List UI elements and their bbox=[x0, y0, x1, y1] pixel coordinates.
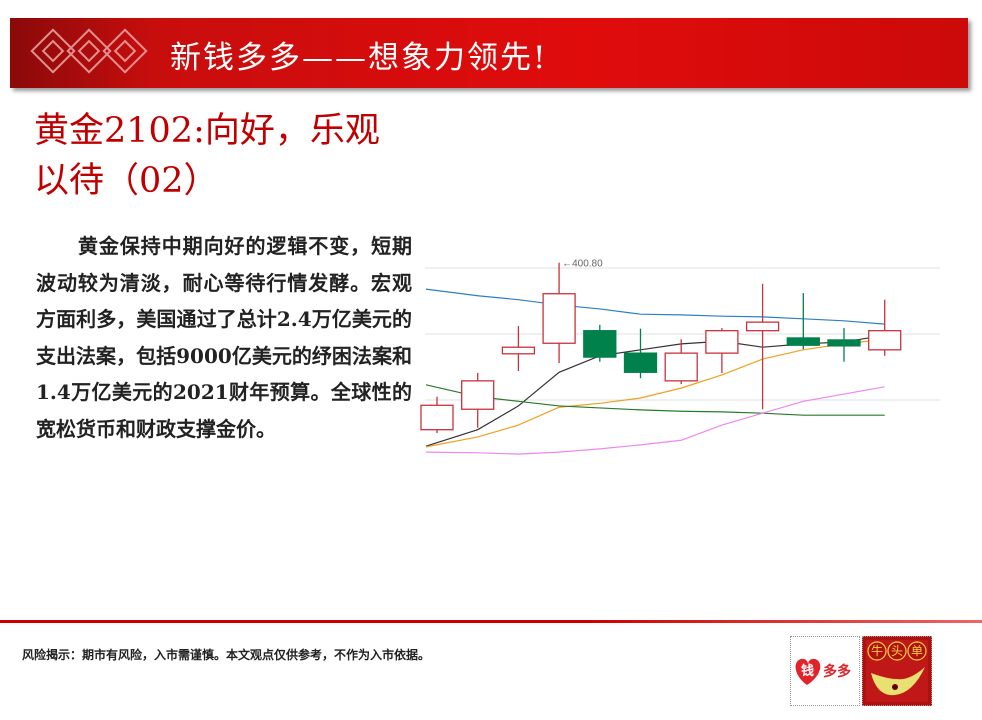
high-annotation: ←400.80 bbox=[562, 259, 603, 270]
moving-average-line bbox=[425, 384, 885, 416]
candle-body bbox=[745, 321, 780, 332]
header-title: 新钱多多——想象力领先! bbox=[170, 40, 548, 76]
niutoudan-logo: 牛头单 bbox=[862, 636, 932, 706]
candle-body bbox=[542, 293, 576, 344]
moving-average-line bbox=[425, 386, 885, 455]
moving-average-line bbox=[425, 338, 885, 448]
footer-logos: 钱 多多 牛头单 bbox=[790, 636, 932, 706]
heart-logo-icon: 钱 多多 bbox=[795, 658, 851, 685]
candle-body bbox=[868, 330, 902, 351]
decorative-knot-logo-icon bbox=[30, 28, 148, 74]
article-title: 黄金2102:向好，乐观以待（02） bbox=[34, 111, 380, 201]
header-banner: 新钱多多——想象力领先! bbox=[10, 18, 968, 88]
qianduoduo-logo: 钱 多多 bbox=[790, 636, 860, 706]
candle-body bbox=[623, 352, 658, 373]
candlestick-chart: ←400.80 bbox=[420, 259, 940, 455]
candle-body bbox=[461, 380, 495, 410]
article-body: 黄金保持中期向好的逻辑不变，短期波动较为清淡，耐心等待行情发酵。宏观方面利多，美… bbox=[36, 234, 412, 441]
svg-text:钱: 钱 bbox=[801, 663, 814, 679]
footer-divider bbox=[0, 620, 982, 623]
moving-average-line bbox=[425, 334, 885, 447]
niutoudan-logo-text: 牛头单 bbox=[871, 644, 932, 658]
candle-body bbox=[827, 339, 861, 347]
risk-disclaimer: 风险揭示：期市有风险，入市需谨慎。本文观点仅供参考，不作为入市依据。 bbox=[22, 648, 431, 662]
candle-body bbox=[583, 330, 617, 358]
candle-body bbox=[501, 346, 536, 355]
candle-body bbox=[420, 404, 454, 431]
bull-logo-icon bbox=[866, 640, 928, 702]
moving-average-line bbox=[425, 288, 885, 325]
candle-body bbox=[705, 330, 739, 354]
candle-body bbox=[664, 352, 698, 382]
candle-body bbox=[786, 337, 820, 346]
svg-text:多多: 多多 bbox=[823, 663, 851, 680]
